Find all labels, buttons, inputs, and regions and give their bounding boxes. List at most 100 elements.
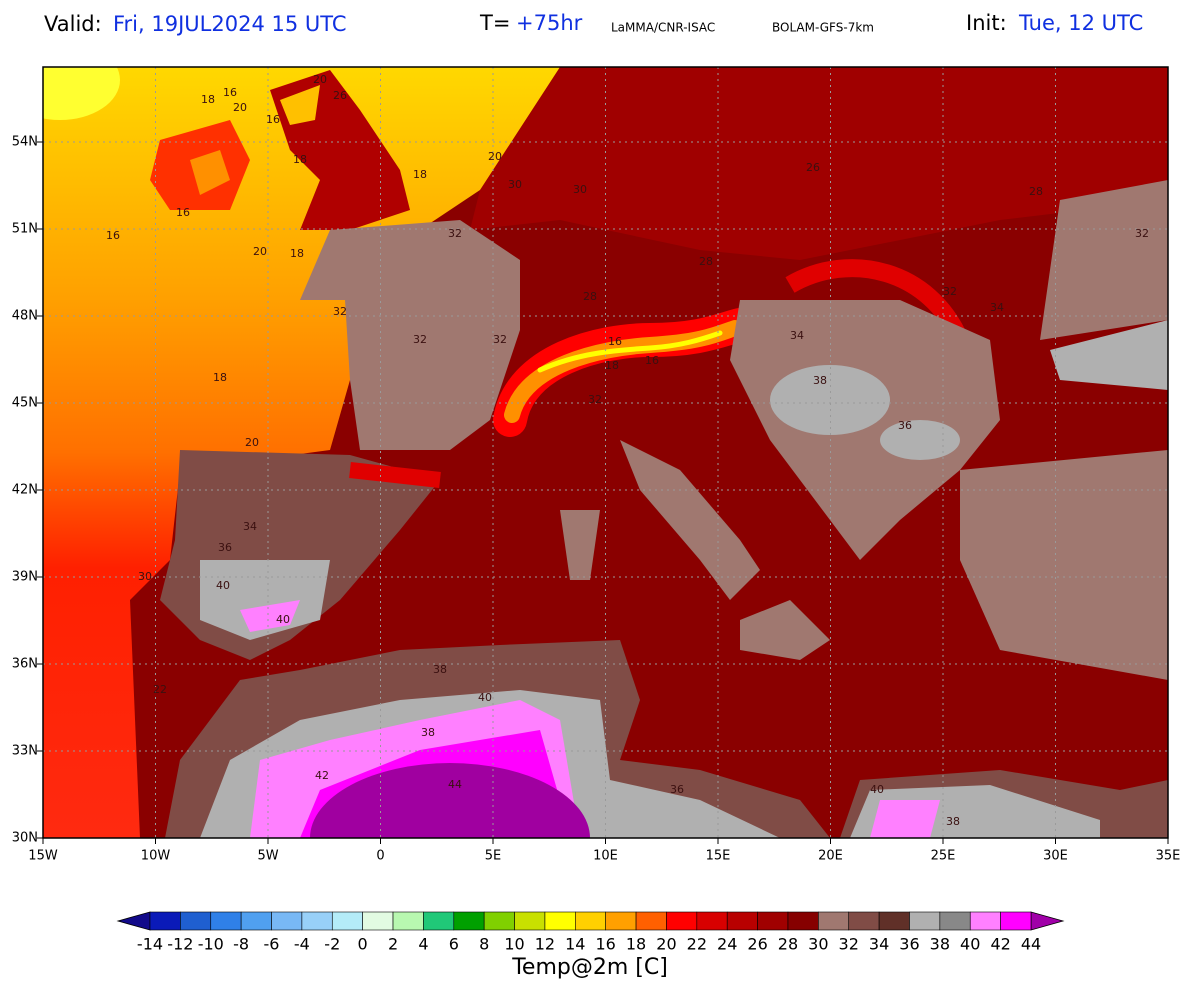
lon-label: 35E bbox=[1156, 849, 1180, 864]
colorbar-box bbox=[696, 911, 728, 931]
colorbar-label: -6 bbox=[264, 935, 280, 954]
colorbar-box bbox=[240, 911, 272, 931]
map-field bbox=[43, 67, 1168, 838]
valid-value: Fri, 19JUL2024 15 UTC bbox=[113, 12, 347, 36]
contour-label: 36 bbox=[898, 419, 912, 432]
lat-label: 45N bbox=[12, 396, 38, 411]
source: LaMMA/CNR-ISAC bbox=[611, 21, 715, 35]
colorbar-label: -14 bbox=[137, 935, 163, 954]
colorbar-box bbox=[392, 911, 424, 931]
contour-label: 26 bbox=[806, 161, 820, 174]
contour-label: 40 bbox=[276, 613, 290, 626]
colorbar-label: -4 bbox=[294, 935, 310, 954]
colorbar-label: 18 bbox=[626, 935, 646, 954]
colorbar-label: 10 bbox=[504, 935, 524, 954]
colorbar-label: 44 bbox=[1021, 935, 1041, 954]
colorbar-label: -10 bbox=[198, 935, 224, 954]
contour-label: 16 bbox=[106, 229, 120, 242]
lon-label: 15W bbox=[28, 849, 58, 864]
contour-label: 26 bbox=[333, 89, 347, 102]
colorbar-label: 42 bbox=[990, 935, 1010, 954]
colorbar-box bbox=[635, 911, 667, 931]
colorbar-box bbox=[939, 911, 971, 931]
contour-label: 40 bbox=[870, 783, 884, 796]
header: Valid: Fri, 19JUL2024 15 UTC T= +75hr La… bbox=[44, 11, 1143, 36]
contour-label: 38 bbox=[421, 726, 435, 739]
colorbar-label: 8 bbox=[479, 935, 489, 954]
lat-label: 54N bbox=[12, 135, 38, 150]
colorbar-box bbox=[878, 911, 910, 931]
colorbar-box bbox=[787, 911, 819, 931]
colorbar-label: 2 bbox=[388, 935, 398, 954]
contour-label: 32 bbox=[1135, 227, 1149, 240]
colorbar-label: 30 bbox=[808, 935, 828, 954]
contour-label: 38 bbox=[946, 815, 960, 828]
contour-label: 16 bbox=[223, 86, 237, 99]
colorbar-label: 22 bbox=[687, 935, 707, 954]
contour-label: 36 bbox=[218, 541, 232, 554]
contour-label: 30 bbox=[508, 178, 522, 191]
contour-label: 40 bbox=[478, 691, 492, 704]
t-value: +75hr bbox=[516, 11, 583, 35]
colorbar-box bbox=[180, 911, 212, 931]
lon-label: 10E bbox=[593, 849, 618, 864]
contour-label: 42 bbox=[315, 769, 329, 782]
colorbar-label: -12 bbox=[167, 935, 193, 954]
lat-label: 51N bbox=[12, 222, 38, 237]
contour-label: 18 bbox=[293, 153, 307, 166]
colorbar-box bbox=[423, 911, 455, 931]
colorbar-box bbox=[514, 911, 546, 931]
colorbar-box bbox=[605, 911, 637, 931]
lat-label: 39N bbox=[12, 570, 38, 585]
contour-label: 32 bbox=[493, 333, 507, 346]
contour-label: 20 bbox=[313, 73, 327, 86]
colorbar-label: 6 bbox=[449, 935, 459, 954]
colorbar-box bbox=[818, 911, 850, 931]
contour-label: 22 bbox=[153, 683, 167, 696]
contour-label: 38 bbox=[433, 663, 447, 676]
lon-label: 5W bbox=[257, 849, 278, 864]
contour-label: 38 bbox=[813, 374, 827, 387]
contour-label: 16 bbox=[176, 206, 190, 219]
valid-label: Valid: bbox=[44, 12, 102, 36]
colorbar-label: 16 bbox=[596, 935, 616, 954]
colorbar-box bbox=[757, 911, 789, 931]
contour-label: 18 bbox=[413, 168, 427, 181]
lon-label: 0 bbox=[376, 849, 384, 864]
contour-label: 16 bbox=[608, 335, 622, 348]
colorbar-label: 24 bbox=[717, 935, 737, 954]
colorbar-box bbox=[483, 911, 515, 931]
colorbar-box bbox=[149, 911, 181, 931]
contour-label: 18 bbox=[290, 247, 304, 260]
contour-label: 30 bbox=[573, 183, 587, 196]
contour-label: 32 bbox=[333, 305, 347, 318]
colorbar-title: Temp@2m [C] bbox=[511, 955, 668, 980]
colorbar-label: 32 bbox=[839, 935, 859, 954]
contour-label: 20 bbox=[488, 150, 502, 163]
lat-label: 48N bbox=[12, 309, 38, 324]
colorbar-box bbox=[362, 911, 394, 931]
contour-label: 32 bbox=[943, 285, 957, 298]
colorbar-label: 34 bbox=[869, 935, 889, 954]
lon-label: 20E bbox=[818, 849, 843, 864]
colorbar-box bbox=[726, 911, 758, 931]
lat-label: 36N bbox=[12, 657, 38, 672]
t-label: T= bbox=[479, 11, 510, 35]
model: BOLAM-GFS-7km bbox=[772, 21, 874, 35]
contour-label: 20 bbox=[245, 436, 259, 449]
contour-label: 34 bbox=[990, 301, 1004, 314]
contour-label: 44 bbox=[448, 778, 462, 791]
contour-label: 18 bbox=[201, 93, 215, 106]
contour-label: 32 bbox=[588, 393, 602, 406]
contour-label: 36 bbox=[670, 783, 684, 796]
contour-label: 34 bbox=[790, 329, 804, 342]
colorbar-box bbox=[301, 911, 333, 931]
colorbar-box bbox=[331, 911, 363, 931]
lat-label: 42N bbox=[12, 483, 38, 498]
contour-label: 40 bbox=[216, 579, 230, 592]
init-label: Init: bbox=[966, 11, 1007, 35]
colorbar-box bbox=[575, 911, 606, 931]
contour-label: 20 bbox=[253, 245, 267, 258]
contour-label: 34 bbox=[243, 520, 257, 533]
